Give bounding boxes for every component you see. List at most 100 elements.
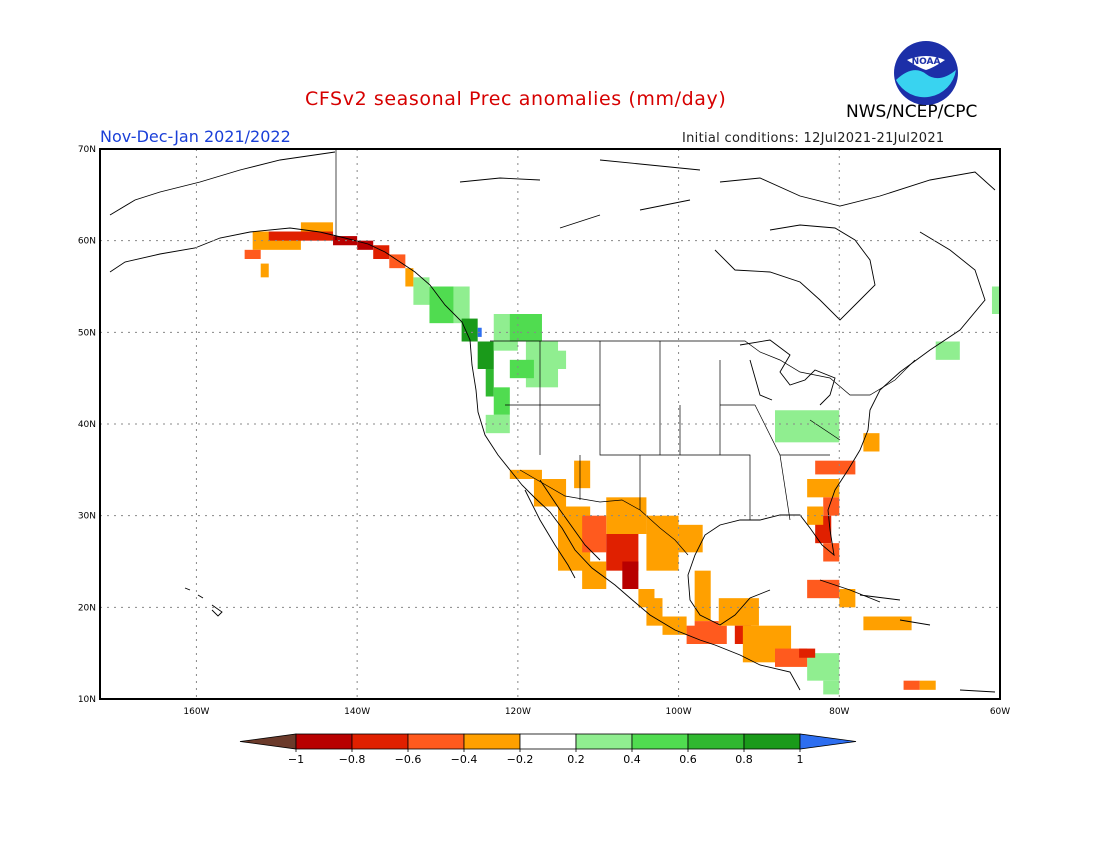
coastline-great-lakes xyxy=(739,339,836,406)
latitude-labels: 70N 60N 50N 40N 30N 20N 10N xyxy=(78,145,96,705)
anomaly-cell xyxy=(646,515,679,571)
anomaly-cell xyxy=(807,479,840,498)
anomaly-cell xyxy=(694,570,711,622)
anomaly-cell xyxy=(550,350,567,369)
lon-tick-label: 160W xyxy=(183,707,209,717)
lat-tick-label: 10N xyxy=(78,695,96,705)
chart-title: CFSv2 seasonal Prec anomalies (mm/day) xyxy=(305,88,727,110)
colorbar-swatch xyxy=(687,733,745,750)
anomaly-cell xyxy=(815,460,856,475)
colorbar-label: 1 xyxy=(797,753,804,766)
colorbar-high-arrow xyxy=(799,733,857,750)
coastline-alaska-north xyxy=(109,151,336,216)
anomaly-cell xyxy=(509,359,534,379)
coastline-atlantic xyxy=(687,231,986,626)
lon-tick-label: 100W xyxy=(666,707,692,717)
lat-tick-label: 60N xyxy=(78,237,96,247)
coastline-arctic xyxy=(459,159,996,229)
anomaly-cell xyxy=(477,341,494,369)
lat-tick-label: 70N xyxy=(78,145,96,155)
colorbar-swatch xyxy=(743,733,801,750)
anomaly-cell xyxy=(509,469,542,479)
colorbar-label: 0.6 xyxy=(679,753,697,766)
us-canada-border xyxy=(335,149,916,396)
anomaly-cell xyxy=(807,579,840,599)
longitude-labels: 160W 140W 120W 100W 80W 60W xyxy=(183,707,1010,717)
coastlines xyxy=(109,151,996,693)
colorbar-swatch xyxy=(351,733,409,750)
lat-tick-label: 50N xyxy=(78,328,96,338)
anomaly-cell xyxy=(839,589,856,608)
agency-label: NWS/NCEP/CPC xyxy=(846,102,978,122)
colorbar-swatch xyxy=(519,733,577,750)
initial-conditions: Initial conditions: 12Jul2021-21Jul2021 xyxy=(682,131,945,146)
noaa-logo: NOAA xyxy=(894,41,958,105)
lat-tick-label: 20N xyxy=(78,603,96,613)
anomaly-cell xyxy=(799,648,816,658)
colorbar-label: −0.2 xyxy=(507,753,534,766)
anomaly-cell xyxy=(413,277,430,305)
anomaly-cell xyxy=(694,621,719,635)
anomaly-cell xyxy=(582,561,607,589)
anomaly-cell xyxy=(903,680,920,690)
state-lines xyxy=(505,341,841,521)
anomaly-cell xyxy=(919,680,936,690)
anomaly-cell xyxy=(485,369,494,397)
anomaly-cell xyxy=(461,318,478,342)
anomaly-cell xyxy=(622,561,639,589)
anomaly-cell xyxy=(991,286,1000,314)
anomaly-cell xyxy=(574,460,591,489)
anomaly-cell xyxy=(268,231,334,241)
colorbar-label: 0.4 xyxy=(623,753,641,766)
anomaly-cells xyxy=(244,222,1000,695)
colorbar-label: −0.6 xyxy=(395,753,422,766)
anomaly-cell xyxy=(662,616,687,635)
coastline-caribbean xyxy=(819,579,996,693)
forecast-period: Nov-Dec-Jan 2021/2022 xyxy=(100,127,291,146)
anomaly-cell xyxy=(863,433,880,452)
colorbar-label: 0.8 xyxy=(735,753,753,766)
lon-tick-label: 120W xyxy=(505,707,531,717)
anomaly-cell xyxy=(300,222,334,232)
anomaly-cell xyxy=(582,515,607,553)
anomaly-cell xyxy=(775,410,840,443)
anomaly-cell xyxy=(646,598,663,626)
anomaly-cell xyxy=(533,479,567,507)
colorbar-swatch xyxy=(631,733,689,750)
anomaly-cell xyxy=(453,286,470,324)
colorbar-label: 0.2 xyxy=(567,753,585,766)
colorbar-label: −0.8 xyxy=(339,753,366,766)
anomaly-cell xyxy=(429,286,454,324)
colorbar-swatch xyxy=(463,733,521,750)
anomaly-cell xyxy=(493,387,510,415)
coastline-pacific xyxy=(109,227,801,691)
anomaly-cell xyxy=(823,497,840,516)
noaa-logo-text: NOAA xyxy=(912,57,941,67)
anomaly-cell xyxy=(244,249,261,259)
colorbar: −1 −0.8 −0.6 −0.4 −0.2 0.2 0.4 0.6 0.8 1 xyxy=(239,733,857,766)
lat-tick-label: 30N xyxy=(78,512,96,522)
anomaly-cell xyxy=(509,314,542,342)
anomaly-cell xyxy=(357,240,374,250)
map-frame xyxy=(99,148,1001,700)
political-boundaries xyxy=(335,149,916,556)
anomaly-cell xyxy=(935,341,960,360)
lon-tick-label: 60W xyxy=(990,707,1010,717)
colorbar-swatch xyxy=(575,733,633,750)
colorbar-label: −0.4 xyxy=(451,753,478,766)
anomaly-cell xyxy=(863,616,912,631)
colorbar-swatch xyxy=(407,733,465,750)
coastline-baja xyxy=(524,479,601,579)
anomaly-cell xyxy=(823,680,840,695)
lat-tick-label: 40N xyxy=(78,420,96,430)
colorbar-low-arrow xyxy=(239,733,297,750)
gridlines xyxy=(100,149,1000,699)
lon-tick-label: 140W xyxy=(344,707,370,717)
colorbar-swatch xyxy=(295,733,353,750)
us-mexico-border xyxy=(519,469,689,556)
anomaly-cell xyxy=(405,268,414,287)
anomaly-cell xyxy=(485,414,510,434)
coastline-hudson xyxy=(714,224,876,321)
coastline-hawaii xyxy=(184,587,223,617)
